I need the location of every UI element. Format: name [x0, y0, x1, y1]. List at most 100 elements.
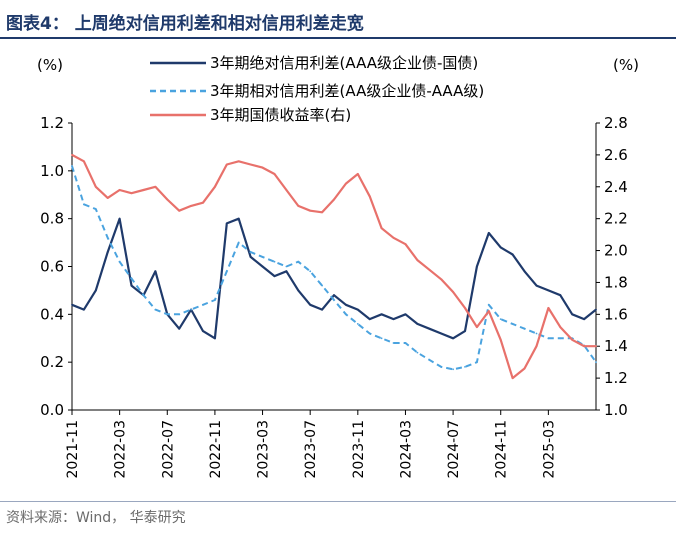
data-point-2: [333, 299, 335, 301]
data-point-1: [595, 308, 597, 311]
legend: 3年期绝对信用利差(AAA级企业债-国债) 3年期相对信用利差(AA级企业债-AA…: [150, 54, 484, 124]
data-point-2: [273, 260, 276, 263]
data-point-2: [559, 337, 562, 340]
x-tick-label: 2023-07: [303, 420, 319, 479]
data-point-3: [452, 291, 454, 293]
data-point-2: [142, 294, 145, 297]
data-point-1: [535, 284, 538, 287]
y-left-tick-label: 0.6: [40, 258, 64, 276]
data-point-3: [428, 268, 431, 271]
legend-label-1: 3年期绝对信用利差(AAA级企业债-国债): [210, 54, 478, 72]
y-left-tick-label: 0.8: [40, 210, 64, 228]
data-point-3: [273, 173, 276, 175]
y-left-axis-label: (%): [37, 56, 63, 74]
data-point-3: [345, 182, 347, 185]
data-point-2: [428, 358, 431, 361]
data-point-3: [154, 185, 157, 188]
data-point-3: [118, 189, 121, 191]
data-point-3: [71, 154, 73, 156]
data-point-3: [130, 192, 133, 195]
data-point-1: [214, 337, 216, 340]
data-point-1: [547, 289, 550, 292]
y-right-tick-label: 2.2: [604, 210, 628, 228]
data-point-2: [535, 332, 538, 335]
data-point-3: [547, 307, 550, 309]
data-point-2: [499, 318, 502, 320]
x-tick-label: 2022-11: [208, 420, 224, 479]
data-point-3: [190, 205, 193, 207]
data-point-1: [178, 327, 181, 330]
data-point-1: [368, 318, 371, 320]
series-line-3: [71, 153, 596, 380]
data-point-1: [237, 217, 240, 220]
data-point-2: [106, 236, 109, 239]
y-left-tick-label: 1.2: [40, 114, 64, 132]
data-point-2: [440, 366, 443, 368]
x-tick-label: 2023-03: [256, 420, 272, 479]
data-point-3: [499, 338, 502, 341]
data-point-1: [511, 253, 514, 256]
data-point-1: [345, 303, 347, 306]
data-point-1: [202, 330, 204, 332]
data-point-2: [368, 332, 371, 335]
data-point-2: [452, 368, 454, 371]
title-rule: [0, 37, 676, 39]
data-point-3: [83, 160, 85, 163]
data-point-2: [309, 270, 312, 273]
x-tick-label: 2022-07: [160, 420, 176, 479]
data-point-1: [523, 270, 526, 273]
y-right-tick-label: 1.8: [604, 273, 628, 291]
data-point-1: [321, 308, 323, 311]
data-point-3: [142, 189, 145, 191]
data-point-3: [464, 307, 466, 309]
data-point-2: [261, 256, 264, 258]
x-tick-label: 2024-07: [446, 420, 462, 479]
data-point-3: [285, 189, 288, 191]
data-point-2: [595, 361, 597, 364]
data-point-1: [404, 313, 407, 316]
data-point-2: [416, 351, 419, 354]
data-point-1: [571, 313, 574, 316]
y-right-tick-label: 2.8: [604, 114, 628, 132]
data-point-1: [583, 318, 585, 320]
data-point-3: [440, 278, 443, 281]
y-left-tick-label: 0.0: [40, 401, 64, 419]
data-point-1: [452, 337, 454, 340]
data-point-1: [94, 289, 97, 292]
x-tick-label: 2023-11: [351, 420, 367, 479]
data-point-3: [202, 201, 204, 204]
data-point-3: [392, 236, 395, 239]
data-point-2: [249, 251, 252, 254]
x-tick-label: 2022-03: [113, 420, 129, 479]
data-point-3: [511, 377, 514, 379]
y-left-tick-label: 0.2: [40, 353, 64, 371]
data-point-3: [535, 345, 538, 348]
x-tick-label: 2024-11: [494, 420, 510, 479]
data-point-1: [249, 256, 252, 258]
data-point-3: [94, 185, 97, 188]
data-point-1: [154, 270, 157, 273]
data-point-2: [345, 313, 347, 316]
source-rule: [0, 501, 676, 502]
y-right-tick-label: 2.4: [604, 178, 628, 196]
data-point-3: [225, 163, 228, 166]
data-point-2: [523, 327, 526, 330]
data-point-1: [380, 313, 383, 316]
data-point-2: [547, 337, 550, 340]
data-point-3: [106, 197, 109, 199]
series-layer: [71, 153, 597, 380]
y-right-tick-label: 1.6: [604, 305, 628, 323]
data-point-3: [595, 345, 597, 348]
data-point-3: [178, 209, 181, 212]
data-point-2: [190, 308, 193, 311]
data-point-1: [309, 303, 312, 306]
data-point-1: [285, 270, 288, 273]
data-point-2: [297, 260, 300, 263]
data-point-1: [261, 265, 264, 268]
data-point-2: [404, 342, 407, 344]
data-point-3: [487, 310, 490, 312]
data-point-1: [118, 217, 121, 220]
data-point-3: [523, 367, 526, 370]
data-point-3: [249, 163, 252, 166]
